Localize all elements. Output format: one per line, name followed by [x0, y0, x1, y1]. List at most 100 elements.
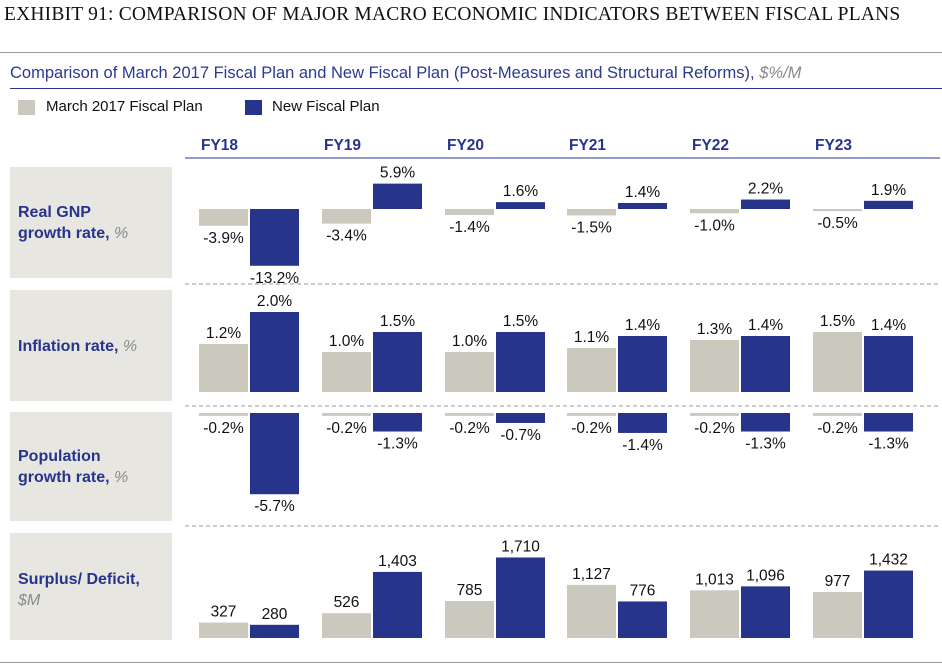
panel-label-4-line-1: Surplus/ Deficit, — [18, 571, 140, 588]
panel-label-2-line-1: Inflation rate, % — [18, 338, 137, 355]
panel-label-box-4 — [10, 533, 172, 640]
data-label-3-fy22-march: -0.2% — [694, 420, 735, 437]
data-label-2-fy20-march: 1.0% — [452, 333, 488, 350]
bar-1-fy22-new — [741, 199, 790, 209]
data-label-2-fy18-new: 2.0% — [257, 293, 293, 310]
data-label-3-fy19-new: -1.3% — [377, 436, 418, 453]
bar-4-fy18-new — [250, 624, 299, 638]
fy-header-fy18: FY18 — [201, 137, 238, 154]
bar-2-fy19-march — [322, 352, 371, 392]
bar-4-fy18-march — [199, 622, 248, 638]
data-label-4-fy22-new: 1,096 — [746, 567, 785, 584]
panel-unit-2: % — [118, 338, 137, 355]
bar-2-fy23-new — [864, 336, 913, 392]
data-label-1-fy22-new: 2.2% — [748, 181, 784, 198]
data-label-2-fy20-new: 1.5% — [503, 313, 539, 330]
data-label-2-fy21-march: 1.1% — [574, 329, 610, 346]
data-label-2-fy23-new: 1.4% — [871, 317, 907, 334]
bar-4-fy23-new — [864, 570, 913, 638]
bar-4-fy22-march — [690, 590, 739, 638]
bar-3-fy23-new — [864, 413, 913, 432]
data-label-4-fy18-march: 327 — [211, 604, 237, 621]
data-label-3-fy21-march: -0.2% — [571, 420, 612, 437]
bar-1-fy23-new — [864, 200, 913, 209]
bar-4-fy20-new — [496, 557, 545, 638]
data-label-4-fy20-new: 1,710 — [501, 538, 540, 555]
data-label-4-fy18-new: 280 — [262, 606, 288, 623]
data-label-1-fy19-new: 5.9% — [380, 165, 416, 182]
bar-4-fy23-march — [813, 591, 862, 638]
data-label-4-fy23-march: 977 — [825, 573, 851, 590]
chart-subtitle: Comparison of March 2017 Fiscal Plan and… — [10, 64, 940, 83]
bar-1-fy20-march — [445, 209, 494, 216]
bar-4-fy19-new — [373, 571, 422, 638]
fy-header-fy20: FY20 — [447, 137, 484, 154]
exhibit-title: EXHIBIT 91: COMPARISON OF MAJOR MACRO EC… — [4, 4, 901, 25]
bar-2-fy22-new — [741, 336, 790, 392]
bar-2-fy23-march — [813, 332, 862, 392]
bar-3-fy20-new — [496, 413, 545, 423]
bar-4-fy20-march — [445, 601, 494, 638]
data-label-3-fy23-new: -1.3% — [868, 436, 909, 453]
data-label-1-fy21-new: 1.4% — [625, 184, 661, 201]
bar-1-fy18-new — [250, 209, 299, 266]
bar-3-fy23-march — [813, 413, 862, 416]
bar-2-fy21-march — [567, 348, 616, 392]
panel-unit-1: % — [110, 225, 129, 242]
bar-1-fy19-new — [373, 183, 422, 209]
bar-2-fy18-march — [199, 344, 248, 392]
bar-2-fy21-new — [618, 336, 667, 392]
subtitle-rule — [10, 88, 942, 89]
fy-header-fy19: FY19 — [324, 137, 361, 154]
bar-2-fy20-new — [496, 332, 545, 392]
bar-1-fy20-new — [496, 202, 545, 209]
bar-4-fy22-new — [741, 586, 790, 638]
data-label-4-fy21-march: 1,127 — [572, 566, 611, 583]
data-label-1-fy22-march: -1.0% — [694, 217, 735, 234]
top-rule — [0, 52, 942, 53]
legend-swatch-new — [245, 100, 262, 115]
bar-3-fy19-march — [322, 413, 371, 416]
data-label-3-fy21-new: -1.4% — [622, 437, 663, 454]
fy-header-fy22: FY22 — [692, 137, 729, 154]
bar-1-fy21-march — [567, 209, 616, 216]
data-label-4-fy22-march: 1,013 — [695, 571, 734, 588]
data-label-2-fy22-march: 1.3% — [697, 321, 733, 338]
bar-1-fy22-march — [690, 209, 739, 214]
bar-4-fy21-march — [567, 584, 616, 638]
bar-2-fy18-new — [250, 312, 299, 392]
bar-3-fy18-new — [250, 413, 299, 495]
data-label-3-fy23-march: -0.2% — [817, 420, 858, 437]
bar-3-fy22-march — [690, 413, 739, 416]
data-label-3-fy20-march: -0.2% — [449, 420, 490, 437]
data-label-1-fy18-new: -13.2% — [250, 270, 299, 287]
legend-label-new: New Fiscal Plan — [272, 98, 380, 115]
data-label-2-fy22-new: 1.4% — [748, 317, 784, 334]
bar-3-fy21-march — [567, 413, 616, 416]
panel-label-box-1 — [10, 167, 172, 278]
bar-1-fy23-march — [813, 209, 862, 212]
data-label-3-fy20-new: -0.7% — [500, 427, 541, 444]
data-label-3-fy18-march: -0.2% — [203, 420, 244, 437]
bar-1-fy19-march — [322, 209, 371, 224]
bar-4-fy19-march — [322, 613, 371, 638]
panel-unit-3: % — [110, 469, 129, 486]
panel-label-1-line-1: Real GNP — [18, 204, 91, 221]
fy-header-fy21: FY21 — [569, 137, 606, 154]
bar-2-fy20-march — [445, 352, 494, 392]
panel-label-1-line-2: growth rate, % — [18, 225, 128, 242]
data-label-3-fy18-new: -5.7% — [254, 498, 295, 515]
data-label-4-fy19-new: 1,403 — [378, 553, 417, 570]
bar-2-fy19-new — [373, 332, 422, 392]
panel-label-box-2 — [10, 290, 172, 401]
data-label-2-fy18-march: 1.2% — [206, 325, 242, 342]
bar-4-fy21-new — [618, 601, 667, 638]
legend-swatch-march — [18, 100, 35, 115]
data-label-4-fy19-march: 526 — [334, 594, 360, 611]
data-label-1-fy18-march: -3.9% — [203, 230, 244, 247]
data-label-1-fy23-new: 1.9% — [871, 182, 907, 199]
bar-3-fy21-new — [618, 413, 667, 433]
data-label-1-fy20-new: 1.6% — [503, 183, 539, 200]
panel-label-box-3 — [10, 412, 172, 521]
